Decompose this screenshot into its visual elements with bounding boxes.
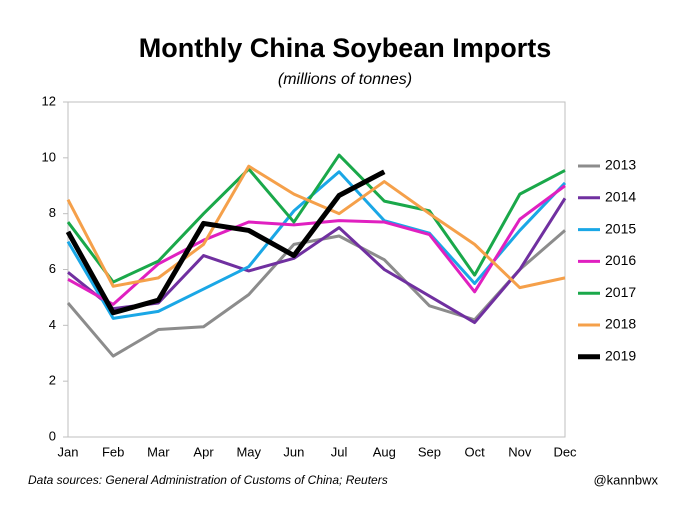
y-tick-label: 8: [49, 205, 56, 220]
legend-label: 2018: [605, 316, 636, 332]
series-line: [66, 164, 566, 290]
x-tick-label: Mar: [147, 444, 170, 459]
series-line: [66, 229, 566, 358]
series-line: [66, 170, 567, 320]
series-line: [66, 153, 566, 284]
y-tick-label: 0: [49, 428, 56, 443]
y-tick-label: 2: [49, 373, 56, 388]
x-tick-label: Jun: [283, 444, 304, 459]
credit: @kannbwx: [593, 472, 658, 487]
x-tick-label: Nov: [508, 444, 532, 459]
y-tick-label: 4: [49, 317, 56, 332]
y-tick-label: 10: [42, 149, 56, 164]
series-line: [65, 169, 386, 316]
legend-label: 2015: [605, 220, 636, 236]
x-tick-label: Feb: [102, 444, 124, 459]
legend-label: 2013: [605, 157, 636, 173]
legend-label: 2019: [605, 348, 636, 364]
legend-label: 2017: [605, 284, 636, 300]
x-tick-label: Dec: [553, 444, 577, 459]
source-note: Data sources: General Administration of …: [28, 473, 388, 487]
chart-title: Monthly China Soybean Imports: [139, 33, 552, 63]
y-tick-label: 6: [49, 261, 56, 276]
y-tick-label: 12: [42, 93, 56, 108]
legend-label: 2016: [605, 252, 636, 268]
x-tick-label: Oct: [465, 444, 486, 459]
x-tick-label: Sep: [418, 444, 441, 459]
x-tick-label: Jan: [58, 444, 79, 459]
chart-subtitle: (millions of tonnes): [278, 71, 412, 88]
x-tick-label: Jul: [331, 444, 348, 459]
x-tick-label: May: [236, 444, 261, 459]
legend-label: 2014: [605, 189, 636, 205]
x-tick-label: Aug: [373, 444, 396, 459]
x-tick-label: Apr: [193, 444, 214, 459]
